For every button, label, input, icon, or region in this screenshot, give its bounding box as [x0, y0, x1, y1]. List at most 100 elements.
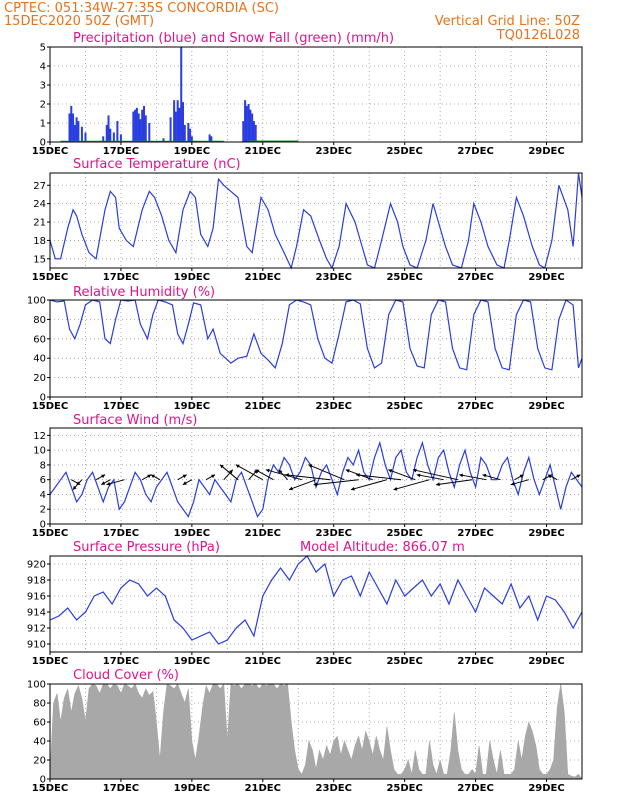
wind-arrowhead [72, 485, 77, 490]
panel-cloud: Cloud Cover (%) 0 20 40 60 80 100 15DEC 17DEC 19D… [27, 668, 583, 794]
wind-arrowhead [147, 474, 152, 479]
panel-precip: Precipitation (blue) and Snow Fall (gree… [32, 31, 583, 157]
x-tick-label: 25DEC [386, 272, 422, 283]
x-tick-label: 17DEC [103, 783, 139, 794]
precip-bar [77, 121, 80, 142]
panel-rh: Relative Humidity (%) 0 20 40 60 80 100 15DEC 17… [27, 285, 583, 412]
series-line-temp [49, 172, 583, 270]
x-tick-label: 25DEC [386, 528, 422, 539]
precip-bar [249, 109, 252, 142]
precip-bar [144, 115, 147, 142]
y-tick-label: 4 [40, 62, 46, 73]
y-tick-label: 0 [40, 775, 46, 786]
x-tick-label: 21DEC [245, 146, 281, 157]
x-tick-label: 27DEC [457, 656, 493, 667]
x-tick-label: 27DEC [457, 146, 493, 157]
x-tick-label: 19DEC [174, 401, 210, 412]
y-tick-label: 80 [33, 315, 46, 326]
x-tick-label: 17DEC [103, 401, 139, 412]
y-tick-label: 3 [40, 81, 46, 92]
x-tick-label: 29DEC [528, 783, 564, 794]
x-tick-label: 15DEC [32, 146, 68, 157]
precip-bar [180, 47, 183, 142]
panel-annotation-pres: Model Altitude: 866.07 m [300, 540, 465, 555]
panel-frame [49, 427, 583, 525]
precip-bar [141, 109, 144, 142]
x-tick-label: 27DEC [457, 272, 493, 283]
x-tick-label: 17DEC [103, 528, 139, 539]
x-tick-label: 23DEC [316, 528, 352, 539]
precip-bar [80, 126, 83, 142]
x-tick-label: 29DEC [528, 528, 564, 539]
y-tick-label: 5 [40, 43, 46, 54]
wind-arrowhead [388, 469, 393, 473]
precip-bar [68, 113, 71, 142]
y-tick-label: 0 [40, 393, 46, 404]
y-tick-label: 920 [27, 560, 46, 571]
precip-bar [247, 104, 250, 142]
precip-bar [190, 136, 193, 142]
x-tick-label: 21DEC [245, 272, 281, 283]
precip-bar [139, 119, 142, 142]
y-tick-label: 910 [27, 640, 46, 651]
y-tick-label: 912 [27, 624, 46, 635]
wind-arrow [219, 464, 239, 481]
panel-title-wind: Surface Wind (m/s) [73, 413, 197, 428]
y-tick-label: 1 [40, 119, 46, 130]
wind-arrowhead [313, 482, 318, 487]
wind-arrow [393, 479, 430, 491]
precip-bar [244, 100, 247, 142]
x-tick-label: 15DEC [32, 401, 68, 412]
wind-arrowhead [510, 481, 515, 486]
precip-bar [251, 113, 254, 142]
precip-bar [116, 121, 119, 142]
wind-arrow [350, 479, 388, 491]
y-tick-label: 20 [33, 373, 46, 384]
precip-bar [107, 115, 110, 142]
panel-title-rh: Relative Humidity (%) [73, 285, 215, 300]
wind-arrowhead [576, 474, 581, 479]
x-tick-label: 21DEC [245, 401, 281, 412]
y-tick-label: 2 [40, 505, 46, 516]
y-tick-label: 0 [40, 520, 46, 531]
wind-arrowhead [219, 464, 224, 469]
x-tick-label: 21DEC [245, 783, 281, 794]
precip-bar [208, 134, 211, 142]
y-tick-label: 18 [33, 236, 46, 247]
wind-arrowhead [101, 481, 106, 485]
cloud-area [49, 683, 583, 780]
y-tick-label: 40 [33, 737, 46, 748]
x-tick-label: 23DEC [316, 401, 352, 412]
wind-arrowhead [211, 474, 216, 479]
x-tick-label: 15DEC [32, 656, 68, 667]
precip-bar [210, 136, 213, 142]
y-tick-label: 40 [33, 354, 46, 365]
y-tick-label: 27 [33, 181, 46, 192]
wind-arrow [313, 479, 359, 486]
x-tick-label: 17DEC [103, 146, 139, 157]
x-tick-label: 25DEC [386, 783, 422, 794]
wind-arrowhead [285, 473, 289, 477]
wind-arrow [388, 469, 416, 481]
y-tick-label: 6 [40, 475, 46, 486]
precip-bar [109, 128, 112, 142]
panel-title-cloud: Cloud Cover (%) [73, 668, 179, 683]
precip-bar [73, 124, 76, 142]
x-tick-label: 21DEC [245, 528, 281, 539]
x-tick-label: 17DEC [103, 272, 139, 283]
x-tick-label: 29DEC [528, 401, 564, 412]
wind-arrow [459, 474, 487, 481]
x-tick-label: 19DEC [174, 528, 210, 539]
precip-bar [182, 102, 184, 142]
precip-bar [75, 117, 78, 142]
y-tick-label: 20 [33, 756, 46, 767]
header-run-time: 15DEC2020 50Z (GMT) [4, 14, 154, 29]
precip-bar [187, 123, 190, 142]
x-tick-label: 25DEC [386, 146, 422, 157]
precip-bar [137, 113, 140, 142]
wind-arrow [412, 469, 458, 481]
panel-frame [49, 172, 583, 269]
precip-bar [173, 100, 176, 142]
precip-bar [142, 105, 145, 142]
x-tick-label: 23DEC [316, 656, 352, 667]
